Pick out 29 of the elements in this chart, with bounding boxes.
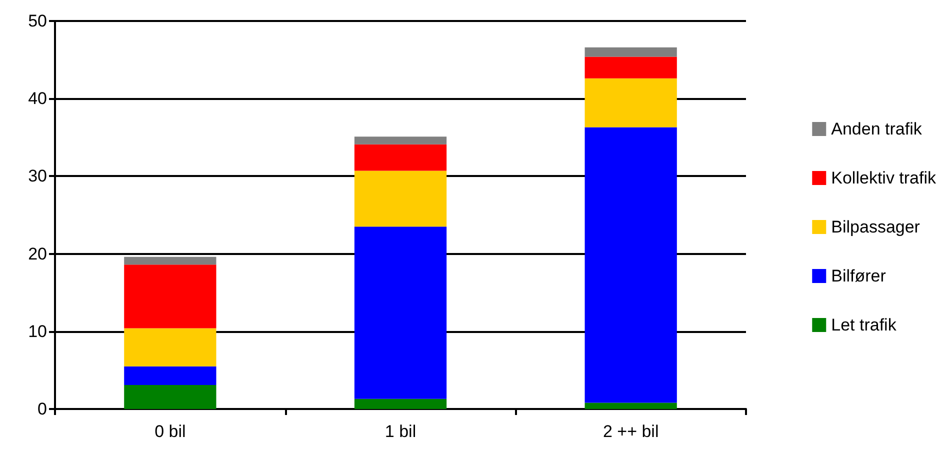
bar	[354, 170, 447, 227]
bar	[584, 127, 677, 403]
x-tick-label: 0 bil	[154, 422, 186, 441]
bar	[354, 136, 447, 144]
x-tick-label: 2 ++ bil	[602, 422, 659, 441]
y-tick-label: 30	[28, 166, 47, 186]
legend-label: Bilfører	[831, 266, 886, 286]
legend-label: Bilpassager	[831, 218, 920, 236]
legend-label: Anden trafik	[831, 120, 922, 138]
y-tick-label: 50	[28, 12, 47, 30]
y-tick-label: 40	[28, 89, 47, 108]
bar	[124, 384, 216, 409]
bar	[124, 264, 216, 328]
legend-label: Kollektiv trafik	[831, 168, 936, 188]
bar	[124, 256, 216, 265]
bar	[354, 144, 447, 171]
bar	[584, 402, 677, 409]
legend-label: Let trafik	[831, 316, 897, 334]
bar	[354, 226, 447, 399]
bar	[584, 56, 677, 78]
bar	[354, 398, 447, 409]
bar	[124, 328, 216, 366]
y-tick-label: 0	[38, 400, 47, 418]
x-tick-label: 1 bil	[384, 422, 416, 441]
bar	[584, 47, 677, 57]
y-tick-label: 20	[28, 244, 47, 264]
bar	[584, 78, 677, 128]
y-tick-label: 10	[28, 322, 47, 341]
bar	[124, 366, 216, 385]
